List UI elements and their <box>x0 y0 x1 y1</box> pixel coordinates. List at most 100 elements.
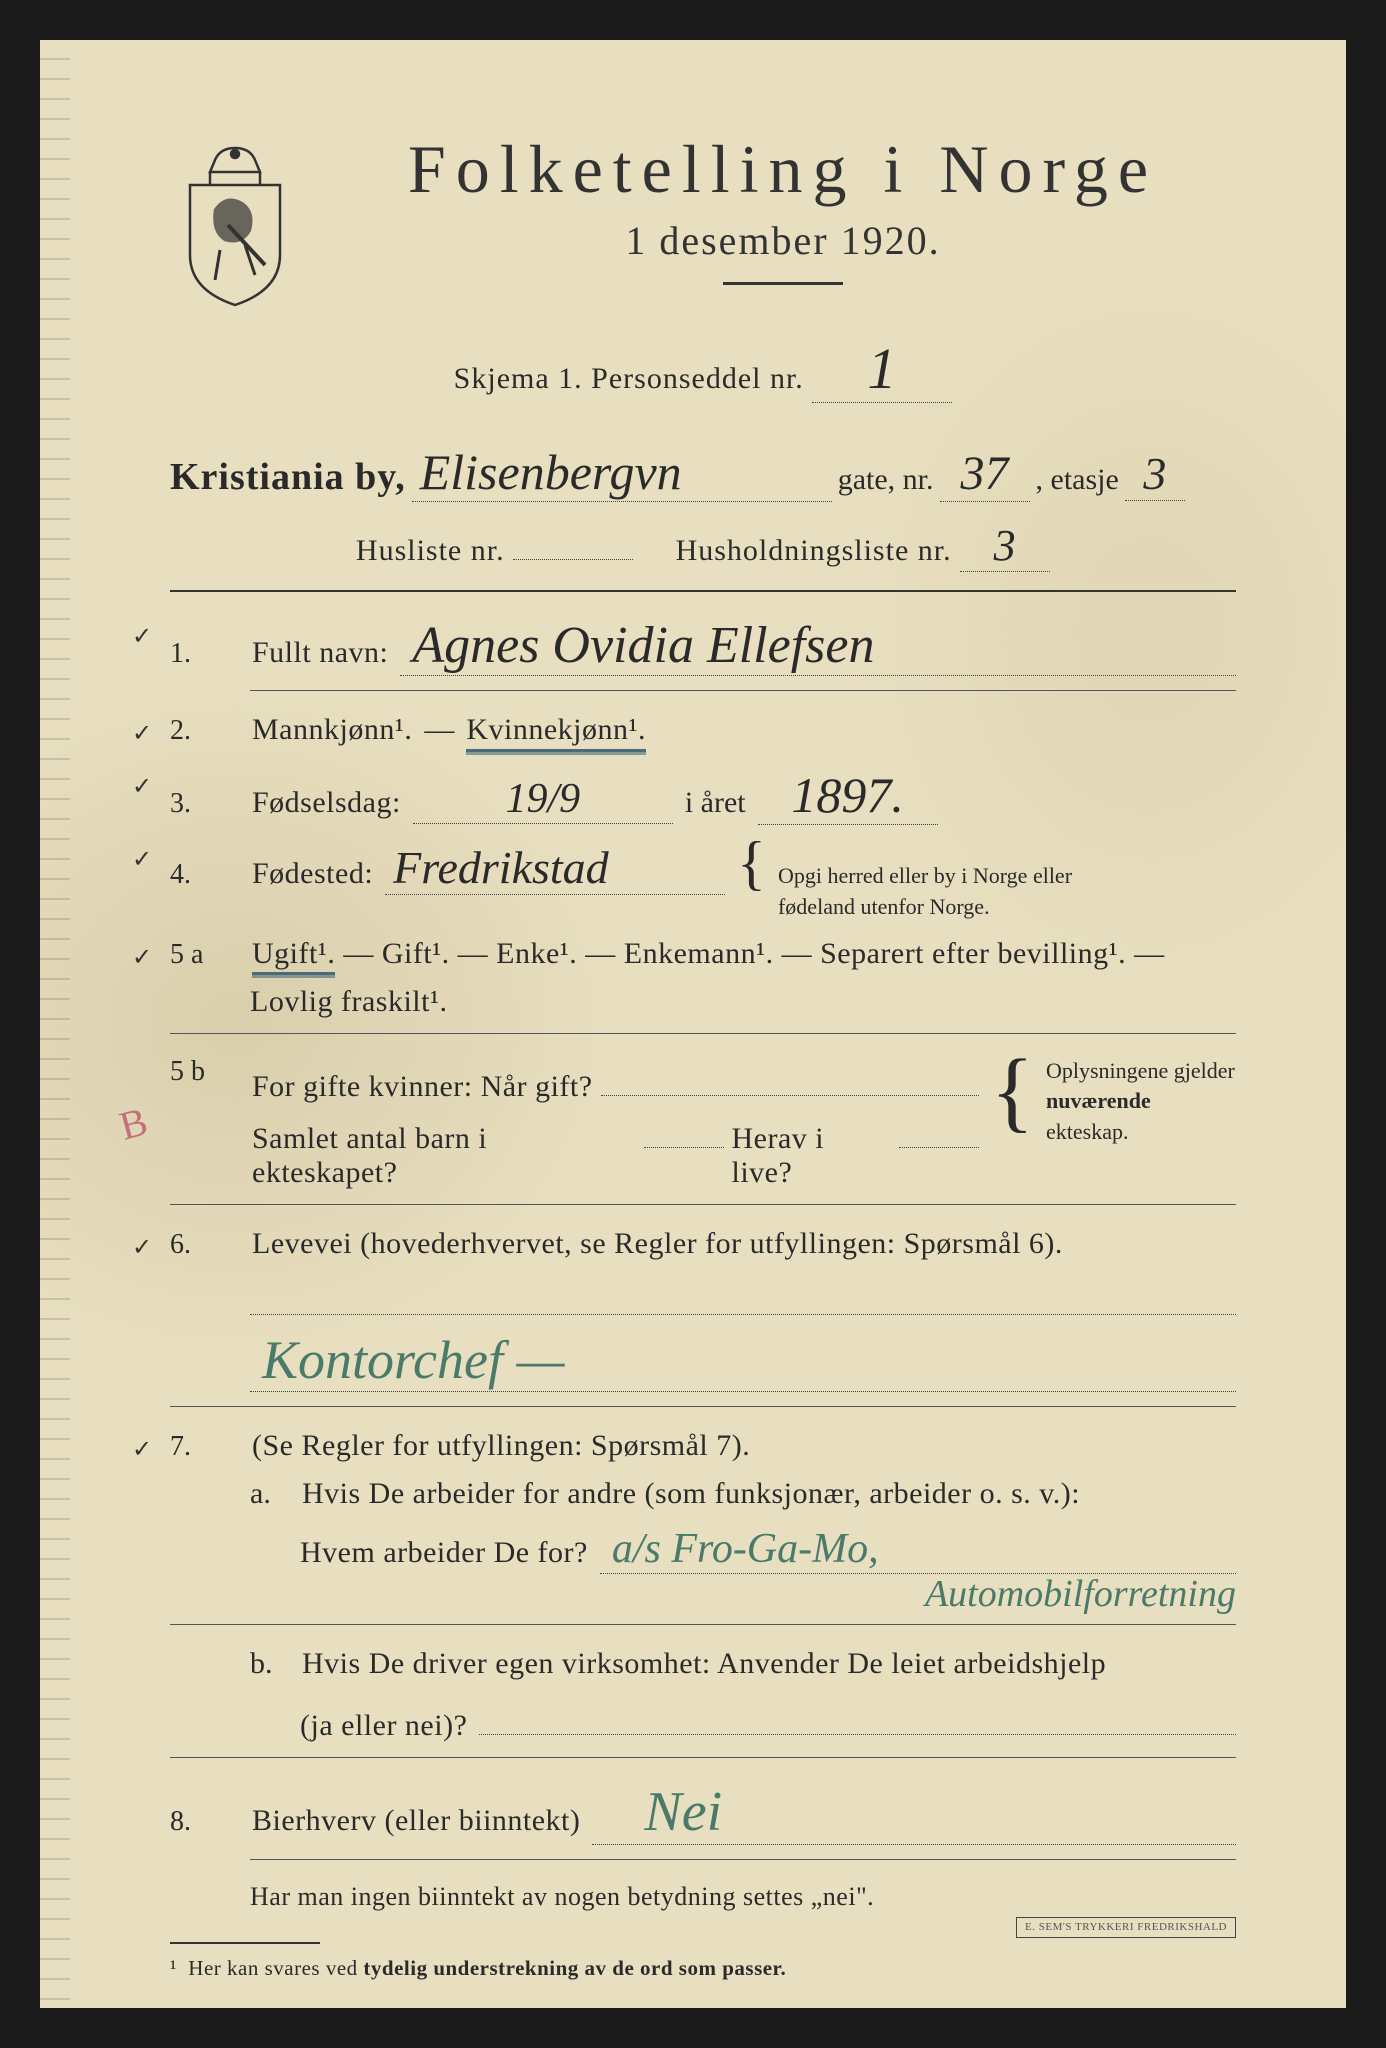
q7a-text1: Hvis De arbeider for andre (som funksjon… <box>302 1477 1080 1511</box>
q7b-label: b. <box>250 1647 290 1681</box>
q6-value: Kontorchef — <box>262 1329 564 1391</box>
q8-value: Nei <box>604 1780 722 1844</box>
check-icon: ✓ <box>132 845 152 874</box>
perforated-edge <box>40 40 70 2008</box>
check-icon: ✓ <box>132 772 152 801</box>
q7-num: 7. <box>170 1431 240 1463</box>
footnote-text: Her kan svares ved tydelig understreknin… <box>188 1956 786 1980</box>
rule <box>170 1624 1236 1625</box>
address-row: Kristiania by, Elisenbergvn gate, nr. 37… <box>170 443 1236 502</box>
q5b-line2a: Samlet antal barn i ekteskapet? <box>252 1122 636 1190</box>
city-label: Kristiania by, <box>170 455 406 499</box>
q5b-field2 <box>644 1147 724 1148</box>
q1-row: ✓ 1. Fullt navn: Agnes Ovidia Ellefsen <box>170 616 1236 676</box>
etasje-nr-field: 3 <box>1125 447 1185 501</box>
q6-row: ✓ 6. Levevei (hovederhvervet, se Regler … <box>170 1227 1236 1261</box>
q6-field1 <box>250 1275 1236 1315</box>
q6-field2: Kontorchef — <box>250 1329 1236 1392</box>
q5a-row: ✓ 5 a Ugift¹. — Gift¹. — Enke¹. — Enkema… <box>170 937 1236 971</box>
gate-nr: 37 <box>961 447 1009 500</box>
street-field: Elisenbergvn <box>412 443 832 502</box>
q7-row: ✓ 7. (Se Regler for utfyllingen: Spørsmå… <box>170 1429 1236 1463</box>
header: Folketelling i Norge 1 desember 1920. <box>170 130 1236 315</box>
red-annotation: B <box>114 1097 152 1149</box>
q8-field: Nei <box>592 1780 1236 1845</box>
husholdning-label: Husholdningsliste nr. <box>676 534 952 567</box>
q7a-value2: Automobilforretning <box>925 1572 1236 1616</box>
census-form-page: B Folketelling i Norge 1 desember 1920. … <box>40 40 1346 2008</box>
etasje-label: , etasje <box>1036 463 1119 497</box>
q7b-row1: b. Hvis De driver egen virksomhet: Anven… <box>170 1647 1236 1681</box>
q3-day-field: 19/9 <box>413 775 673 824</box>
schema-nr-field: 1 <box>812 335 952 403</box>
check-icon: ✓ <box>132 622 152 651</box>
title-rule <box>723 282 843 285</box>
brace-icon: { <box>991 1056 1034 1128</box>
q7a-text2: Hvem arbeider De for? <box>300 1536 588 1570</box>
q3-label: Fødselsdag: <box>252 786 401 820</box>
schema-nr: 1 <box>867 336 897 401</box>
q5a-num: 5 a <box>170 939 240 971</box>
q8-note: Har man ingen biinntekt av nogen betydni… <box>250 1882 874 1912</box>
footnote-marker: ¹ <box>170 1956 177 1980</box>
q4-note: Opgi herred eller by i Norge eller fødel… <box>778 861 1078 923</box>
q5b-label: For gifte kvinner: Når gift? <box>252 1070 593 1104</box>
rule <box>250 1859 1236 1860</box>
footnote-rule <box>170 1942 320 1944</box>
q7a-field: a/s Fro-Ga-Mo, <box>600 1525 1236 1574</box>
q5b-row: 5 b For gifte kvinner: Når gift? Samlet … <box>170 1056 1236 1190</box>
q7b-text1: Hvis De driver egen virksomhet: Anvender… <box>302 1647 1106 1681</box>
coat-of-arms-icon <box>170 140 300 310</box>
q5b-content: For gifte kvinner: Når gift? Samlet anta… <box>252 1056 979 1190</box>
q2-k-selected: Kvinnekjønn¹. <box>466 713 646 752</box>
q5a-options: Ugift¹. — Gift¹. — Enke¹. — Enkemann¹. —… <box>252 937 1165 971</box>
rule <box>170 1757 1236 1758</box>
gate-nr-field: 37 <box>940 446 1030 502</box>
q3-row: ✓ 3. Fødselsdag: 19/9 i året 1897. <box>170 766 1236 825</box>
q7a-value1: a/s Fro-Ga-Mo, <box>612 1525 879 1573</box>
husholdning-nr-field: 3 <box>960 520 1050 572</box>
q1-value: Agnes Ovidia Ellefsen <box>412 616 874 675</box>
q7a-row1: a. Hvis De arbeider for andre (som funks… <box>170 1477 1236 1511</box>
footnote: ¹ Her kan svares ved tydelig understrekn… <box>170 1956 1236 1981</box>
section-rule <box>170 590 1236 592</box>
q1-num: 1. <box>170 638 240 670</box>
q5b-num: 5 b <box>170 1056 240 1088</box>
q5b-line2b: Herav i live? <box>732 1122 891 1190</box>
schema-label: Skjema 1. Personseddel nr. <box>454 362 804 395</box>
q3-year: 1897. <box>791 767 904 823</box>
printer-mark: E. SEM'S TRYKKERI FREDRIKSHALD <box>1016 1917 1236 1938</box>
q7a-label: a. <box>250 1477 290 1511</box>
q5b-field1 <box>601 1056 979 1096</box>
q4-field: Fredrikstad <box>385 841 725 895</box>
q8-row: 8. Bierhverv (eller biinntekt) Nei <box>170 1780 1236 1845</box>
q8-label: Bierhverv (eller biinntekt) <box>252 1804 580 1838</box>
q5b-note: Oplysningene gjelder nuværende ekteskap. <box>1046 1056 1236 1148</box>
q5b-field3 <box>899 1147 979 1148</box>
q1-field: Agnes Ovidia Ellefsen <box>400 616 1236 676</box>
rule <box>170 1033 1236 1034</box>
q6-value-row2: Kontorchef — <box>170 1329 1236 1392</box>
check-icon: ✓ <box>132 719 152 748</box>
q8-num: 8. <box>170 1806 240 1838</box>
q5a-ugift-selected: Ugift¹. <box>252 937 335 975</box>
q2-num: 2. <box>170 715 240 747</box>
q8-note-row: Har man ingen biinntekt av nogen betydni… <box>170 1882 1236 1912</box>
q6-label: Levevei (hovederhvervet, se Regler for u… <box>252 1227 1063 1261</box>
q7-label: (Se Regler for utfyllingen: Spørsmål 7). <box>252 1429 750 1463</box>
husholdning-nr: 3 <box>994 521 1017 570</box>
q2-m: Mannkjønn¹. <box>252 713 412 747</box>
q3-year-label: i året <box>685 786 746 820</box>
q4-num: 4. <box>170 859 240 891</box>
q5a-options2: Lovlig fraskilt¹. <box>250 985 447 1019</box>
check-icon: ✓ <box>132 943 152 972</box>
q7a-row2: Hvem arbeider De for? a/s Fro-Ga-Mo, Aut… <box>170 1525 1236 1574</box>
q2-row: ✓ 2. Mannkjønn¹. — Kvinnekjønn¹. <box>170 713 1236 752</box>
q4-label: Fødested: <box>252 857 373 891</box>
rule <box>170 1204 1236 1205</box>
etasje-nr: 3 <box>1143 448 1166 499</box>
title-block: Folketelling i Norge 1 desember 1920. <box>330 130 1236 315</box>
schema-line: Skjema 1. Personseddel nr. 1 <box>170 335 1236 403</box>
check-icon: ✓ <box>132 1233 152 1262</box>
q5a-row2: Lovlig fraskilt¹. <box>170 985 1236 1019</box>
